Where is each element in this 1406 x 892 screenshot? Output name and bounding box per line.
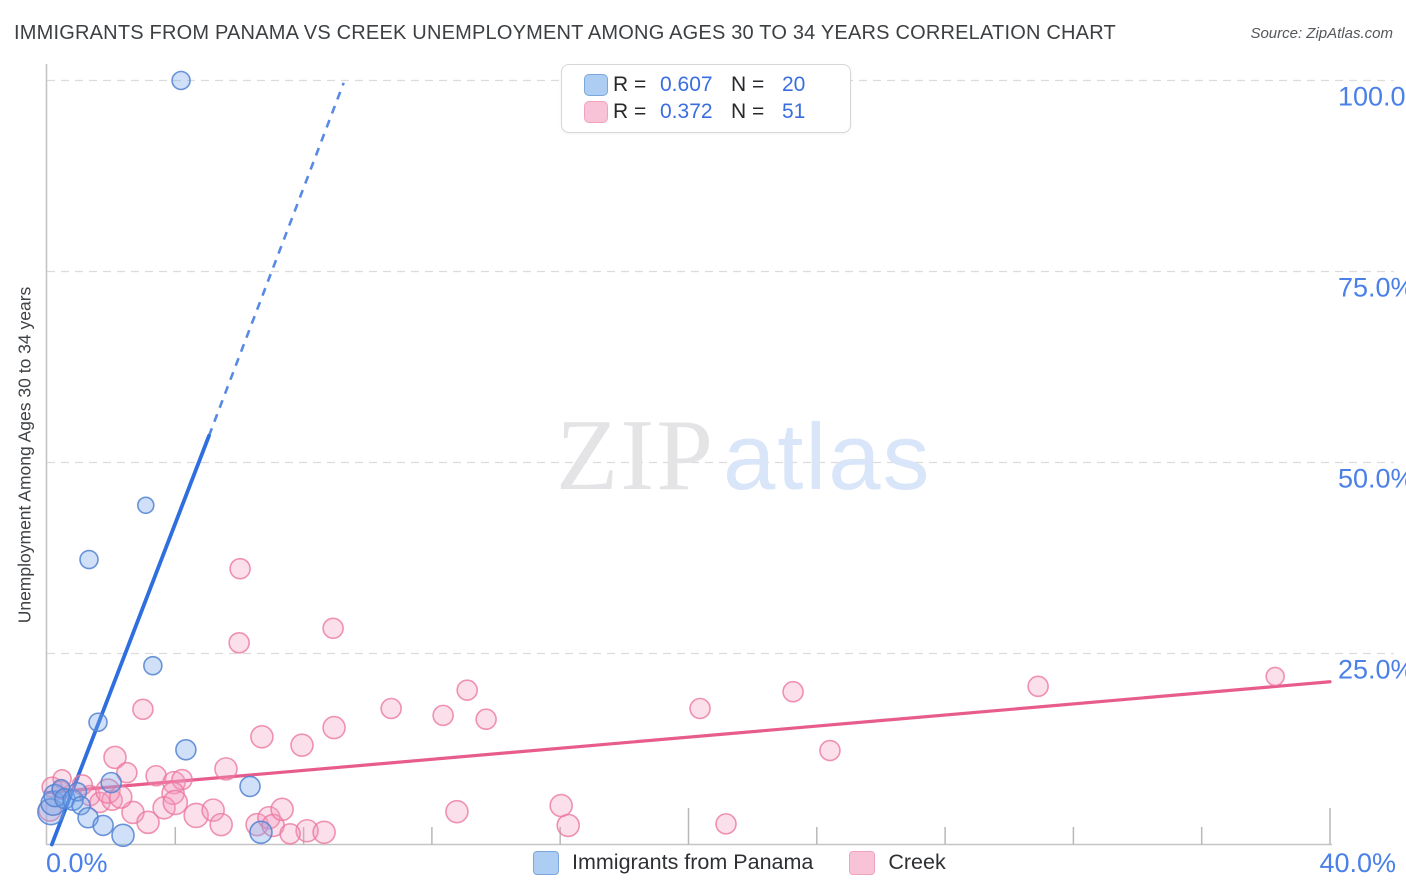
x-min-label: 0.0%: [46, 848, 108, 878]
n-label: N =: [731, 100, 765, 123]
creek-swatch-icon: [849, 850, 876, 875]
data-point-creek: [456, 679, 478, 701]
data-point-panama: [100, 771, 122, 794]
data-point-creek: [322, 715, 346, 740]
r-value: 0.607: [660, 73, 713, 96]
data-point-panama: [71, 795, 91, 816]
data-point-creek: [782, 680, 804, 703]
watermark: ZIPatlas: [556, 399, 932, 512]
data-point-creek: [1265, 666, 1285, 687]
data-point-creek: [1027, 675, 1049, 698]
data-point-panama: [171, 70, 191, 91]
data-point-creek: [689, 697, 711, 720]
data-point-creek: [171, 768, 193, 791]
data-point-panama: [136, 496, 155, 515]
data-point-creek: [209, 812, 233, 837]
data-point-panama: [239, 775, 261, 798]
y-tick-label: 75.0%: [1338, 273, 1406, 303]
source-attribution: Source: ZipAtlas.com: [1250, 25, 1393, 42]
data-point-panama: [175, 738, 197, 761]
data-point-creek: [270, 797, 294, 822]
legend-item-creek: Creek: [849, 850, 946, 875]
y-tick-label: 50.0%: [1338, 464, 1406, 494]
legend-row-creek: R = 0.372 N = 51: [584, 100, 838, 124]
x-max-label: 40.0%: [1319, 848, 1396, 878]
data-point-panama: [88, 712, 108, 733]
data-point-creek: [380, 697, 402, 720]
data-point-panama: [249, 820, 273, 845]
page-title: IMMIGRANTS FROM PANAMA VS CREEK UNEMPLOY…: [14, 22, 1116, 44]
data-point-creek: [715, 813, 737, 835]
data-point-creek: [250, 724, 274, 749]
data-point-creek: [103, 745, 127, 770]
data-point-panama: [143, 655, 163, 676]
data-point-creek: [279, 823, 301, 845]
creek-trend-line: [45, 680, 1332, 795]
data-point-creek: [228, 632, 250, 654]
series-legend: Immigrants from Panama Creek: [533, 850, 946, 875]
data-point-creek: [445, 799, 469, 824]
legend-label-panama: Immigrants from Panama: [572, 850, 814, 874]
data-point-creek: [295, 818, 319, 843]
creek-swatch-icon: [584, 101, 608, 123]
r-label: R =: [613, 100, 647, 123]
data-point-creek: [201, 798, 225, 822]
data-point-creek: [132, 698, 154, 721]
panama-swatch-icon: [533, 850, 559, 875]
data-point-panama: [79, 549, 99, 570]
y-axis-title: Unemployment Among Ages 30 to 34 years: [14, 286, 35, 624]
data-point-creek: [312, 820, 336, 845]
data-point-creek: [116, 761, 138, 784]
panama-swatch-icon: [584, 74, 608, 96]
data-point-panama: [92, 814, 114, 837]
n-label: N =: [731, 73, 765, 96]
data-point-creek: [322, 617, 344, 640]
data-point-creek: [162, 789, 189, 816]
data-point-creek: [432, 704, 454, 727]
r-label: R =: [613, 73, 647, 96]
data-point-creek: [475, 708, 497, 731]
data-point-creek: [549, 793, 573, 818]
data-point-creek: [556, 813, 581, 838]
legend-item-panama: Immigrants from Panama: [533, 850, 813, 875]
legend-label-creek: Creek: [888, 850, 946, 874]
data-point-creek: [290, 733, 314, 757]
panama-trend-line-dashed: [207, 82, 345, 437]
n-value: 20: [782, 73, 806, 96]
data-point-creek: [229, 557, 251, 580]
y-tick-label: 25.0%: [1338, 655, 1406, 685]
data-point-creek: [819, 739, 841, 762]
r-value: 0.372: [660, 100, 713, 123]
data-point-creek: [136, 810, 160, 835]
y-tick-label: 100.0%: [1338, 82, 1406, 112]
correlation-legend-box: R = 0.607 N = 20 R = 0.372 N = 51: [561, 64, 851, 133]
data-point-creek: [214, 757, 238, 781]
data-point-panama: [111, 823, 135, 848]
n-value: 51: [782, 100, 806, 123]
legend-row-panama: R = 0.607 N = 20: [584, 73, 838, 97]
